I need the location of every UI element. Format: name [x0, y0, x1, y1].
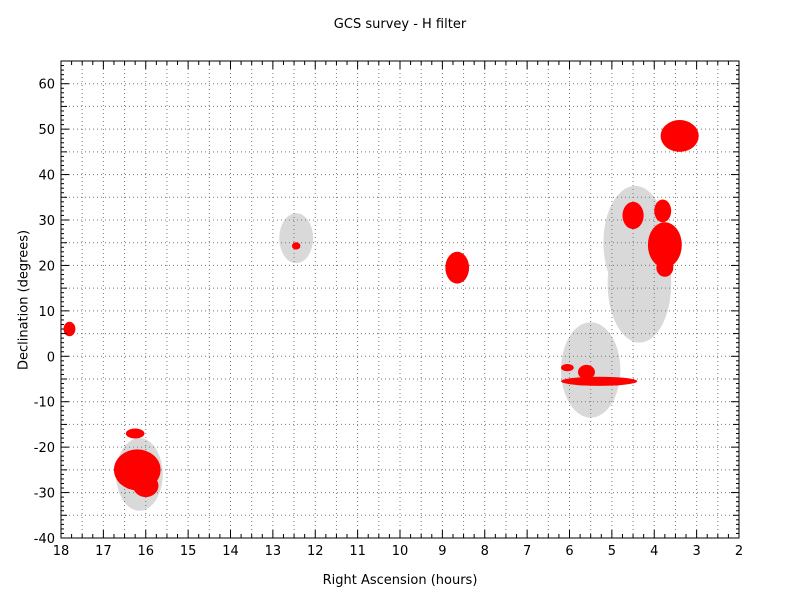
y-tick-label: -30 [34, 487, 55, 502]
x-tick-label: 18 [53, 544, 70, 559]
x-tick-label: 16 [137, 544, 154, 559]
x-tick-label: 7 [523, 544, 531, 559]
observed-field [561, 376, 638, 386]
x-tick-label: 5 [608, 544, 616, 559]
y-tick-label: 30 [38, 214, 55, 229]
x-tick-label: 8 [481, 544, 489, 559]
x-tick-label: 10 [392, 544, 409, 559]
planned-region [279, 213, 314, 264]
y-axis-label: Declination (degrees) [16, 229, 32, 371]
x-tick-label: 11 [349, 544, 366, 559]
x-tick-label: 15 [180, 544, 197, 559]
y-tick-label: -10 [34, 396, 55, 411]
observed-field [577, 364, 595, 380]
chart-title: GCS survey - H filter [333, 17, 467, 32]
y-tick-label: 50 [38, 123, 55, 138]
observed-field [133, 474, 159, 498]
x-tick-label: 9 [438, 544, 446, 559]
x-tick-label: 4 [650, 544, 658, 559]
y-tick-label: 20 [38, 259, 55, 274]
x-tick-label: 6 [565, 544, 573, 559]
x-tick-label: 14 [222, 544, 239, 559]
y-tick-label: 10 [38, 305, 55, 320]
y-tick-label: 40 [38, 169, 55, 184]
x-tick-label: 12 [307, 544, 324, 559]
x-axis-label: Right Ascension (hours) [322, 573, 478, 588]
observed-field [656, 258, 674, 277]
x-tick-label: 13 [265, 544, 282, 559]
observed-field [63, 321, 76, 337]
y-tick-label: -40 [34, 532, 55, 547]
observed-field [291, 242, 301, 250]
observed-field [125, 428, 145, 439]
observed-field [445, 251, 470, 284]
observed-field [622, 201, 644, 230]
y-tick-label: 60 [38, 78, 55, 93]
y-tick-label: -20 [34, 441, 55, 456]
x-tick-label: 3 [692, 544, 700, 559]
observed-field [561, 364, 574, 372]
x-tick-label: 2 [735, 544, 743, 559]
y-tick-label: 0 [47, 350, 55, 365]
x-tick-label: 17 [95, 544, 112, 559]
observed-field [660, 120, 699, 152]
observed-field [654, 199, 672, 223]
observed-field [647, 222, 682, 268]
